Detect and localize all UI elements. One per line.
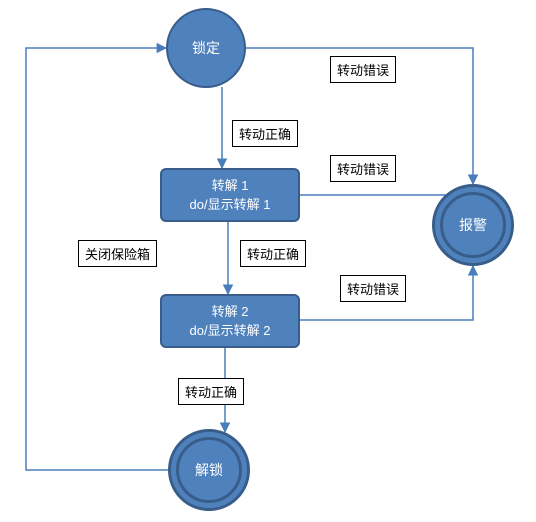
node-step1-line2: do/显示转解 1 [190,195,271,215]
flowchart-stage: 锁定 报警 解锁 转解 1 do/显示转解 1 转解 2 do/显示转解 2 转… [0,0,536,522]
node-step2: 转解 2 do/显示转解 2 [160,294,300,348]
node-step2-line2: do/显示转解 2 [190,321,271,341]
node-unlock-inner: 解锁 [176,437,242,503]
label-err-mid: 转动错误 [330,155,396,182]
edge-step1-alarm [300,188,462,195]
node-step2-line1: 转解 2 [212,302,249,322]
node-unlock-label: 解锁 [195,460,223,480]
node-lock-label: 锁定 [192,38,220,58]
node-alarm: 报警 [432,184,514,266]
label-ok-mid: 转动正确 [240,240,306,267]
label-ok-top: 转动正确 [232,120,298,147]
node-lock: 锁定 [166,8,246,88]
label-err-top: 转动错误 [330,56,396,83]
label-err-bot: 转动错误 [340,275,406,302]
label-close-box: 关闭保险箱 [78,240,157,267]
node-step1: 转解 1 do/显示转解 1 [160,168,300,222]
node-unlock: 解锁 [168,429,250,511]
node-step1-line1: 转解 1 [212,176,249,196]
node-alarm-inner: 报警 [440,192,506,258]
node-alarm-label: 报警 [459,215,487,235]
label-ok-bot: 转动正确 [178,378,244,405]
